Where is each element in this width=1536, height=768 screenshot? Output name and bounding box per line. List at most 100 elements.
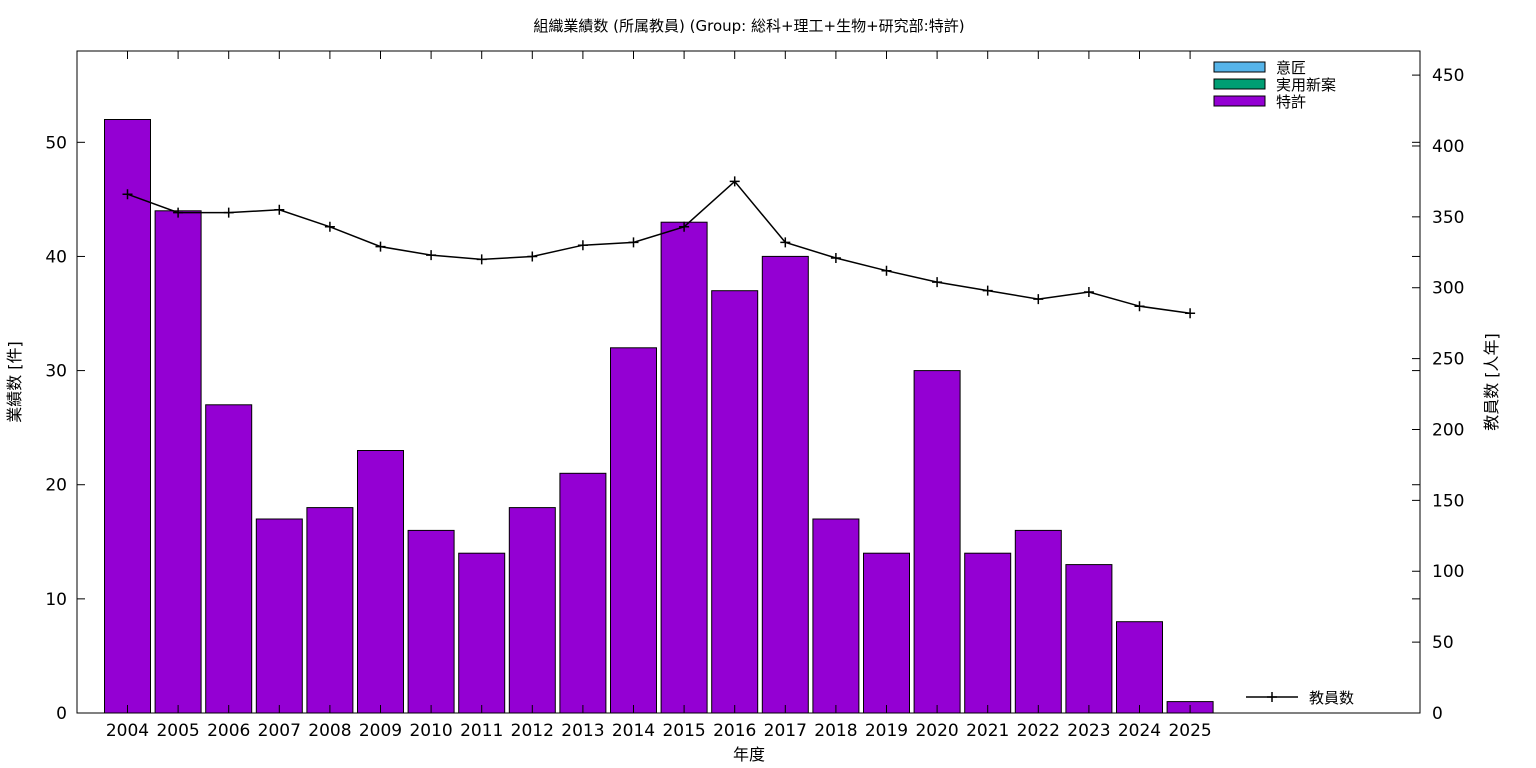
legend-swatch-特許 (1213, 95, 1266, 107)
y2-axis: 0 50 100 150 200 250 300 350 400 450 (1412, 66, 1464, 724)
legend-label-教員数: 教員数 (1309, 689, 1354, 707)
y2-axis-label: 教員数 [人年] (1482, 333, 1501, 431)
x-tick-label: 2021 (966, 721, 1009, 741)
y-tick-label: 10 (45, 590, 67, 610)
point-2006 (223, 207, 234, 218)
y2-tick-label: 300 (1432, 279, 1464, 299)
bar-2024 (1116, 621, 1163, 714)
y2-tick-label: 400 (1432, 137, 1464, 157)
point-2018 (830, 253, 841, 263)
bar-2004 (104, 119, 151, 714)
bar-2023 (1065, 564, 1113, 714)
x-axis-label: 年度 (733, 745, 765, 764)
bar-2021 (964, 552, 1012, 714)
x-tick-label: 2023 (1067, 721, 1110, 741)
x-tick-label: 2006 (207, 721, 250, 741)
point-2015 (679, 221, 690, 232)
point-2022 (1033, 294, 1044, 305)
bar-2006 (205, 404, 253, 714)
x-tick-label: 2004 (106, 721, 149, 741)
legend-label-意匠: 意匠 (1276, 59, 1306, 77)
x-tick-label: 2013 (561, 721, 604, 741)
bar-2005 (154, 210, 202, 714)
bar-2009 (357, 450, 404, 714)
point-2012 (527, 251, 538, 262)
x-tick-label: 2009 (359, 721, 402, 741)
x-tick-label: 2016 (713, 721, 756, 741)
point-2023 (1083, 287, 1094, 297)
bar-2020 (913, 370, 961, 714)
bar-2014 (610, 347, 657, 714)
line-layer (122, 176, 1196, 319)
legend-label-実用新案: 実用新案 (1276, 76, 1336, 94)
legend-label-特許: 特許 (1276, 93, 1306, 111)
legend-swatch-実用新案 (1213, 78, 1266, 90)
bar-2017 (761, 255, 809, 714)
y2-tick-label: 350 (1432, 208, 1464, 228)
bar-2015 (660, 221, 708, 714)
x-tick-label: 2019 (865, 721, 908, 741)
bars-layer (104, 119, 1214, 714)
y2-tick-label: 50 (1432, 633, 1454, 653)
x-tick-label: 2005 (156, 721, 199, 741)
x-tick-label: 2022 (1017, 721, 1060, 741)
x-tick-label: 2025 (1168, 721, 1211, 741)
x-tick-label: 2014 (612, 721, 655, 741)
y-axis: 0 10 20 30 40 50 (45, 133, 1420, 724)
x-axis: 2004 2005 2006 2007 2008 2009 2010 2011 2012 2013… (106, 51, 1212, 741)
point-2004 (122, 189, 133, 200)
line-教員数 (127, 180, 1191, 314)
point-2016 (729, 176, 740, 187)
bar-2010 (407, 529, 455, 714)
bar-2013 (559, 472, 607, 714)
point-2021 (982, 285, 993, 296)
x-tick-label: 2024 (1118, 721, 1161, 741)
point-2008 (324, 221, 335, 232)
x-tick-label: 2010 (409, 721, 452, 741)
bar-2018 (812, 518, 860, 714)
y2-tick-label: 100 (1432, 562, 1464, 582)
point-2014 (628, 237, 639, 248)
point-2010 (426, 250, 437, 261)
x-tick-label: 2011 (460, 721, 503, 741)
y2-tick-label: 0 (1432, 704, 1443, 724)
point-2007 (274, 204, 285, 215)
bar-2016 (711, 290, 759, 714)
point-2025 (1185, 308, 1196, 319)
chart-title: 組織業績数 (所属教員) (Group: 総科+理工+生物+研究部:特許) (533, 17, 964, 35)
legend-marker-教員数 (1267, 692, 1277, 702)
point-2013 (577, 240, 588, 251)
point-2019 (881, 265, 892, 276)
bar-2011 (458, 552, 506, 714)
x-tick-label: 2018 (814, 721, 857, 741)
x-tick-label: 2020 (915, 721, 958, 741)
bar-2012 (508, 507, 556, 714)
y2-tick-label: 150 (1432, 491, 1464, 511)
y-tick-label: 50 (45, 133, 67, 153)
y-tick-label: 0 (56, 704, 67, 724)
y2-tick-label: 250 (1432, 350, 1464, 370)
point-2020 (932, 277, 943, 288)
x-tick-label: 2007 (258, 721, 301, 741)
x-tick-label: 2008 (308, 721, 351, 741)
point-2011 (476, 254, 487, 265)
y-tick-label: 40 (45, 247, 67, 267)
plot-frame (76, 50, 1421, 714)
bar-2007 (255, 518, 303, 714)
x-tick-label: 2012 (511, 721, 554, 741)
y-tick-label: 20 (45, 476, 67, 496)
y-tick-label: 30 (45, 362, 67, 382)
bar-2022 (1014, 529, 1062, 714)
y-axis-label: 業績数 [件] (5, 341, 24, 423)
legend-swatch-意匠 (1213, 61, 1266, 73)
point-2009 (375, 241, 386, 252)
point-2017 (780, 237, 791, 248)
point-2024 (1134, 301, 1145, 312)
x-tick-label: 2017 (764, 721, 807, 741)
point-2005 (173, 207, 184, 218)
y2-tick-label: 450 (1432, 66, 1464, 86)
bar-2019 (863, 552, 910, 714)
bar-2008 (306, 507, 354, 714)
